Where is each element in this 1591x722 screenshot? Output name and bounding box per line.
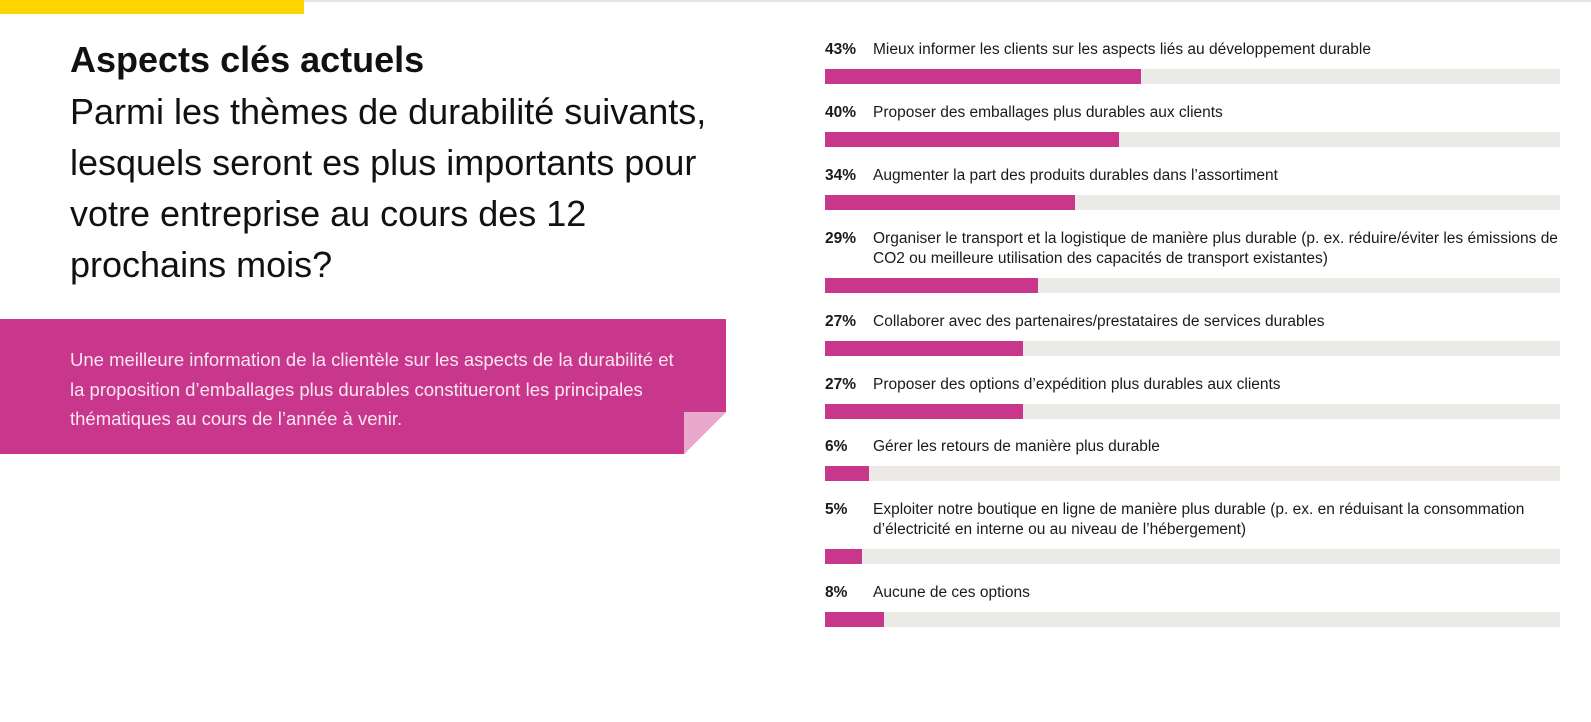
bar-category-label: Gérer les retours de manière plus durabl…: [873, 438, 1160, 455]
top-divider-line: [304, 0, 1591, 2]
callout-box: Une meilleure information de la clientèl…: [0, 319, 726, 454]
bar-value-label: 34%: [825, 167, 857, 184]
bar-track: [825, 69, 1560, 84]
bar-track: [825, 341, 1560, 356]
bar-track: [825, 404, 1560, 419]
top-accent-bar: [0, 0, 304, 14]
bar: [825, 549, 862, 564]
bar-category-label: Proposer des options d’expédition plus d…: [873, 376, 1281, 393]
bar-value-label: 5%: [825, 501, 848, 518]
bar-track: [825, 466, 1560, 481]
bar-value-label: 27%: [825, 376, 857, 393]
bar-value-label: 43%: [825, 41, 857, 58]
bar: [825, 612, 884, 627]
survey-question: Parmi les thèmes de durabilité suivants,…: [70, 91, 707, 285]
bar: [825, 195, 1075, 210]
bar: [825, 404, 1024, 419]
bar-value-label: 29%: [825, 230, 857, 247]
bar: [825, 341, 1024, 356]
heading-block: Aspects clés actuels Parmi les thèmes de…: [70, 36, 710, 290]
bar-track: [825, 195, 1560, 210]
bar: [825, 278, 1039, 293]
bar-category-label: Aucune de ces options: [873, 584, 1030, 601]
page-title: Aspects clés actuels: [70, 39, 425, 80]
page-fold-icon: [684, 412, 726, 454]
bar-category-label: Collaborer avec des partenaires/prestata…: [873, 313, 1325, 330]
bar-value-label: 40%: [825, 104, 857, 121]
bar-category-label: Proposer des emballages plus durables au…: [873, 104, 1223, 121]
bar-track: [825, 549, 1560, 564]
bar: [825, 466, 870, 481]
bar-value-label: 6%: [825, 438, 848, 455]
bar-track: [825, 132, 1560, 147]
bar-value-label: 27%: [825, 313, 857, 330]
bar-value-label: 8%: [825, 584, 848, 601]
callout-text: Une meilleure information de la clientèl…: [70, 349, 674, 429]
bar-chart: 43% Mieux informer les clients sur les as…: [825, 0, 1560, 722]
bar-category-label: Organiser le transport et la logistique …: [873, 230, 1558, 267]
bar-category-label: Exploiter notre boutique en ligne de man…: [873, 501, 1525, 538]
bar-category-label: Mieux informer les clients sur les aspec…: [873, 41, 1371, 58]
bar: [825, 132, 1119, 147]
bar-track: [825, 278, 1560, 293]
bar-category-label: Augmenter la part des produits durables …: [873, 167, 1278, 184]
bar: [825, 69, 1142, 84]
bar-track: [825, 612, 1560, 627]
